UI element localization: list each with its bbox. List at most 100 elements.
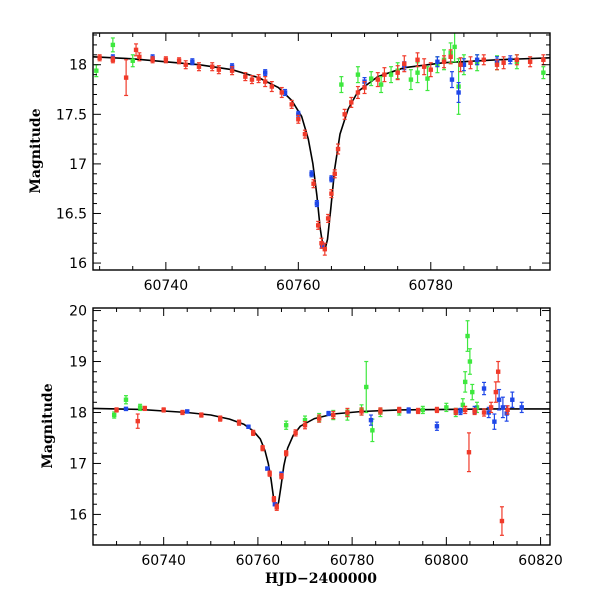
model-curve [93,407,550,510]
blue-data-point [492,413,497,430]
red-data-point [495,360,501,383]
red-data-point [289,99,294,109]
x-tick-label: 60800 [424,553,469,569]
red-data-point [472,407,477,416]
red-data-point [481,408,487,417]
blue-data-point [246,424,251,429]
blue-data-point [508,55,513,65]
red-data-point [176,57,182,65]
red-data-point [375,72,380,88]
red-data-point [302,421,308,430]
blue-data-point [449,71,455,89]
x-tick-label: 60780 [330,553,375,569]
red-data-point [142,405,148,412]
x-tick-label: 60740 [141,553,186,569]
y-tick-label: 20 [69,304,87,320]
green-data-point [467,348,473,375]
green-data-point [470,383,475,401]
red-data-point [458,57,463,73]
red-data-point [468,56,473,70]
red-data-point [302,129,308,139]
red-data-point [397,406,402,414]
x-tick-label: 60760 [236,553,281,569]
bottom-y-axis-label: Magnitude [40,383,56,468]
blue-data-point [406,407,411,414]
red-data-point [434,406,440,414]
green-data-point [452,33,457,63]
model-curve [93,56,550,253]
blue-data-point [123,406,129,412]
red-data-point [362,80,367,95]
red-data-point [402,55,407,73]
red-data-point [448,49,453,65]
blue-data-point [314,199,320,208]
blue-data-point [265,466,270,471]
red-data-point [494,59,500,71]
red-data-point [488,401,494,414]
y-tick-label: 17 [69,456,87,472]
blue-data-point [309,170,314,178]
red-data-point [210,62,215,72]
x-tick-label: 60760 [276,278,321,294]
red-data-point [114,407,119,413]
green-data-point [283,420,289,430]
bottom-panel: 60740 60760 60780 60800 60820 16 17 18 19 20 Magn… [40,304,563,587]
green-data-point [420,405,425,415]
red-data-point [335,143,341,155]
y-tick-label: 18 [69,405,87,421]
red-data-point [267,470,272,477]
blue-data-point [190,58,195,66]
blue-data-point [326,410,331,417]
red-data-point [316,414,322,423]
red-data-point [263,76,268,88]
red-data-point [541,54,546,66]
green-data-point [388,66,394,84]
red-data-point [236,419,242,426]
red-data-point [415,407,421,415]
green-data-point [137,403,143,412]
blue-data-point [263,69,268,77]
red-data-point [243,72,248,82]
green-data-point [130,54,135,68]
blue-data-point [519,401,524,414]
red-data-point [349,96,354,108]
green-data-point [408,69,414,91]
red-data-point [395,65,400,81]
blue-data-point [461,58,467,72]
red-data-point [359,407,364,416]
blue-data-point [474,54,480,66]
red-data-point [269,80,275,93]
blue-data-point [185,409,190,414]
blue-data-point [329,175,334,183]
red-data-point [250,429,256,437]
red-data-point [150,56,155,64]
red-data-point [315,220,321,230]
red-data-point [342,108,347,120]
y-tick-label: 18 [69,58,87,74]
blue-data-point [368,414,374,426]
red-data-point [137,52,142,62]
red-data-point [256,74,261,84]
red-data-point [199,412,204,418]
x-tick-label: 60820 [518,553,563,569]
y-tick-label: 16 [69,507,87,523]
green-data-point [110,37,116,53]
red-data-point [322,242,328,256]
red-data-point [378,407,383,415]
x-tick-label: 60780 [409,278,454,294]
red-data-point [97,54,102,62]
red-data-point [133,43,139,57]
red-data-point [514,54,520,66]
red-data-point [329,189,334,199]
red-data-point [466,432,472,473]
green-data-point [364,360,369,414]
y-tick-label: 16 [69,256,87,272]
red-data-point [462,405,468,415]
red-data-point [355,85,361,100]
green-data-point [444,402,449,413]
red-data-point [180,409,185,416]
red-data-point [311,179,316,189]
red-data-point [332,169,337,179]
red-data-point [481,54,486,66]
red-data-point [249,75,255,85]
